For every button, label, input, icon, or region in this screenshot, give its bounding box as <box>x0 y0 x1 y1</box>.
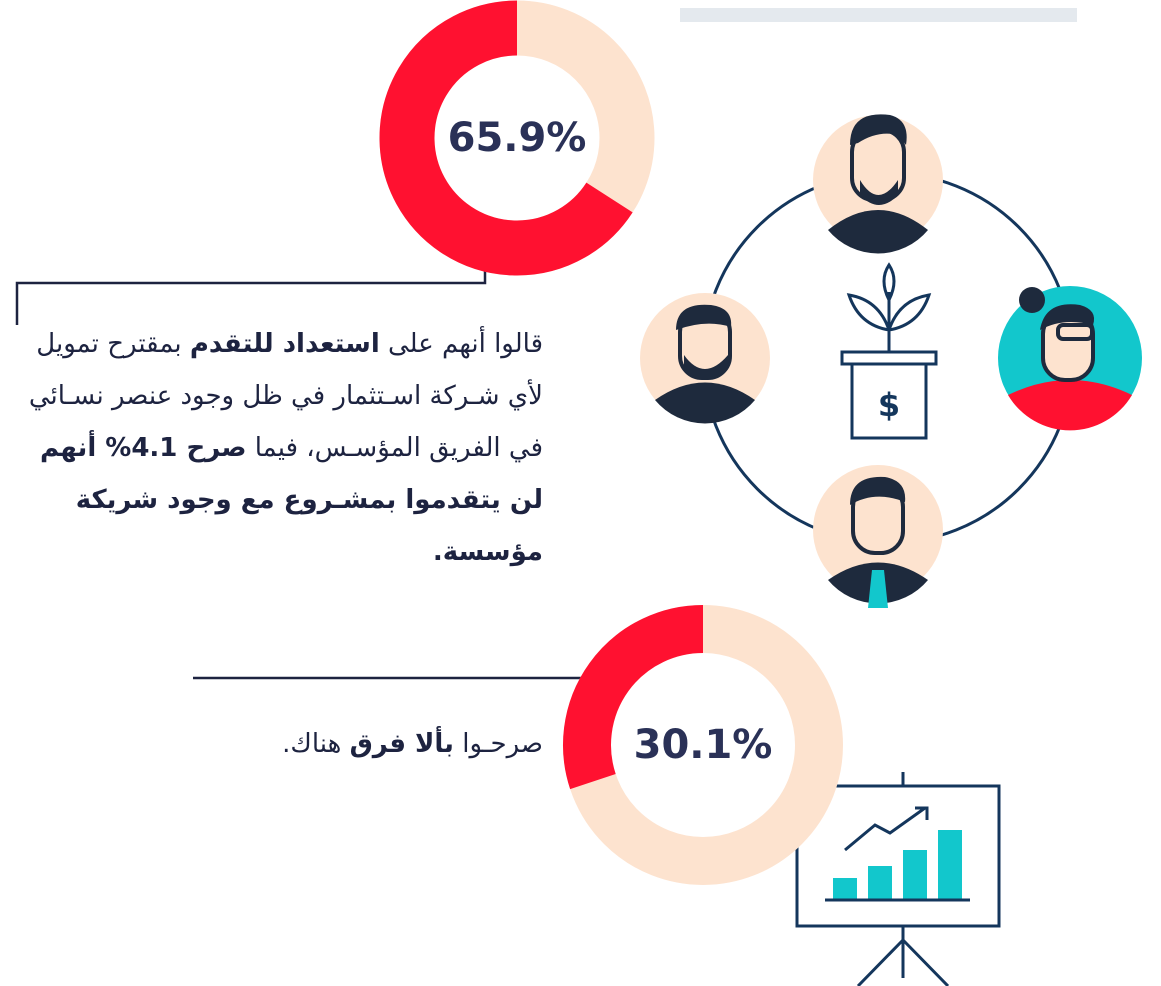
person-top <box>813 114 943 253</box>
text-run-bold: استعداد للتقدم <box>190 329 380 359</box>
person-right <box>998 286 1142 430</box>
paragraph: صرحـوا بألا فرق هناك. <box>193 718 543 770</box>
donut-label: 30.1% <box>634 722 773 768</box>
text-run: صرحـوا <box>454 729 543 759</box>
person-left <box>640 293 770 423</box>
text-run: هناك. <box>282 729 349 759</box>
text-run: قالوا أنهم على <box>380 329 543 359</box>
page: $ 65.9% 30.1% قالوا أنهم على استعداد للتق… <box>0 0 1161 986</box>
svg-text:$: $ <box>878 386 900 424</box>
top-bar <box>680 8 1077 22</box>
donut-label: 65.9% <box>448 115 587 161</box>
person-bottom <box>813 465 943 608</box>
connector <box>17 250 485 325</box>
paragraph: قالوا أنهم على استعداد للتقدم بمقترح تمو… <box>17 318 543 578</box>
plant-pot: $ <box>842 265 936 438</box>
text-run-bold: بألا فرق <box>350 729 454 759</box>
